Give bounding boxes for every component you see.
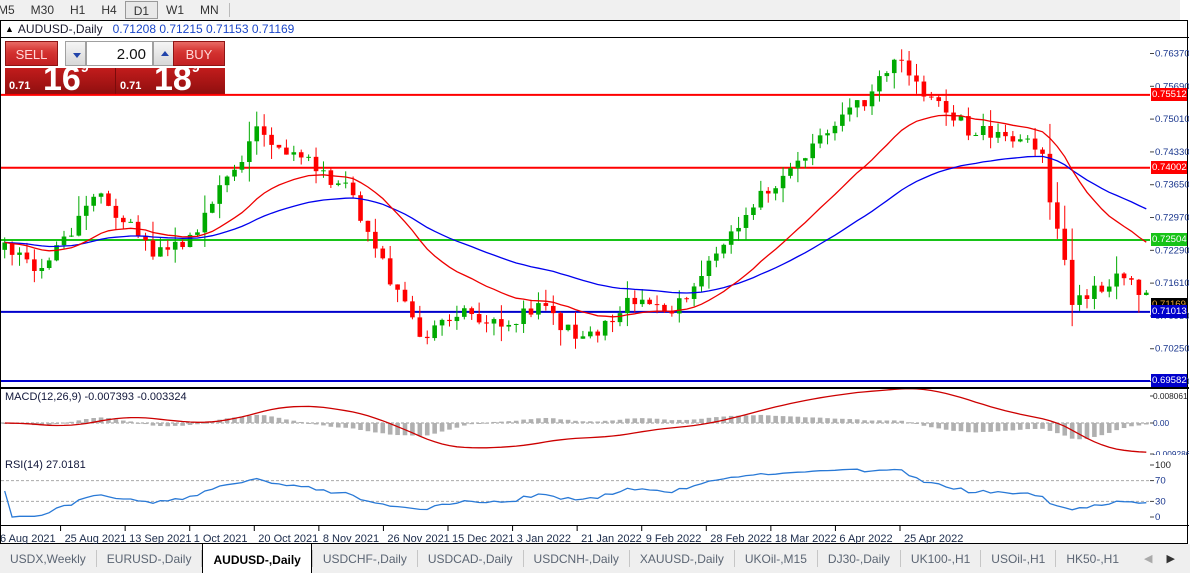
svg-text:0.72970: 0.72970 [1155, 213, 1189, 224]
svg-text:0: 0 [1155, 512, 1160, 523]
svg-text:0.72290: 0.72290 [1155, 245, 1189, 256]
svg-text:-0.009286: -0.009286 [1153, 449, 1189, 455]
svg-text:0.76370: 0.76370 [1155, 49, 1189, 60]
svg-text:0.008061: 0.008061 [1153, 391, 1188, 401]
svg-text:0.74330: 0.74330 [1155, 147, 1189, 158]
svg-text:0.73650: 0.73650 [1155, 180, 1189, 191]
svg-text:0.75010: 0.75010 [1155, 114, 1189, 125]
svg-text:0.00: 0.00 [1153, 418, 1170, 428]
svg-text:30: 30 [1155, 496, 1166, 507]
svg-text:0.71610: 0.71610 [1155, 278, 1189, 289]
svg-text:100: 100 [1155, 460, 1171, 471]
svg-text:70: 70 [1155, 476, 1166, 487]
svg-text:0.70250: 0.70250 [1155, 344, 1189, 355]
